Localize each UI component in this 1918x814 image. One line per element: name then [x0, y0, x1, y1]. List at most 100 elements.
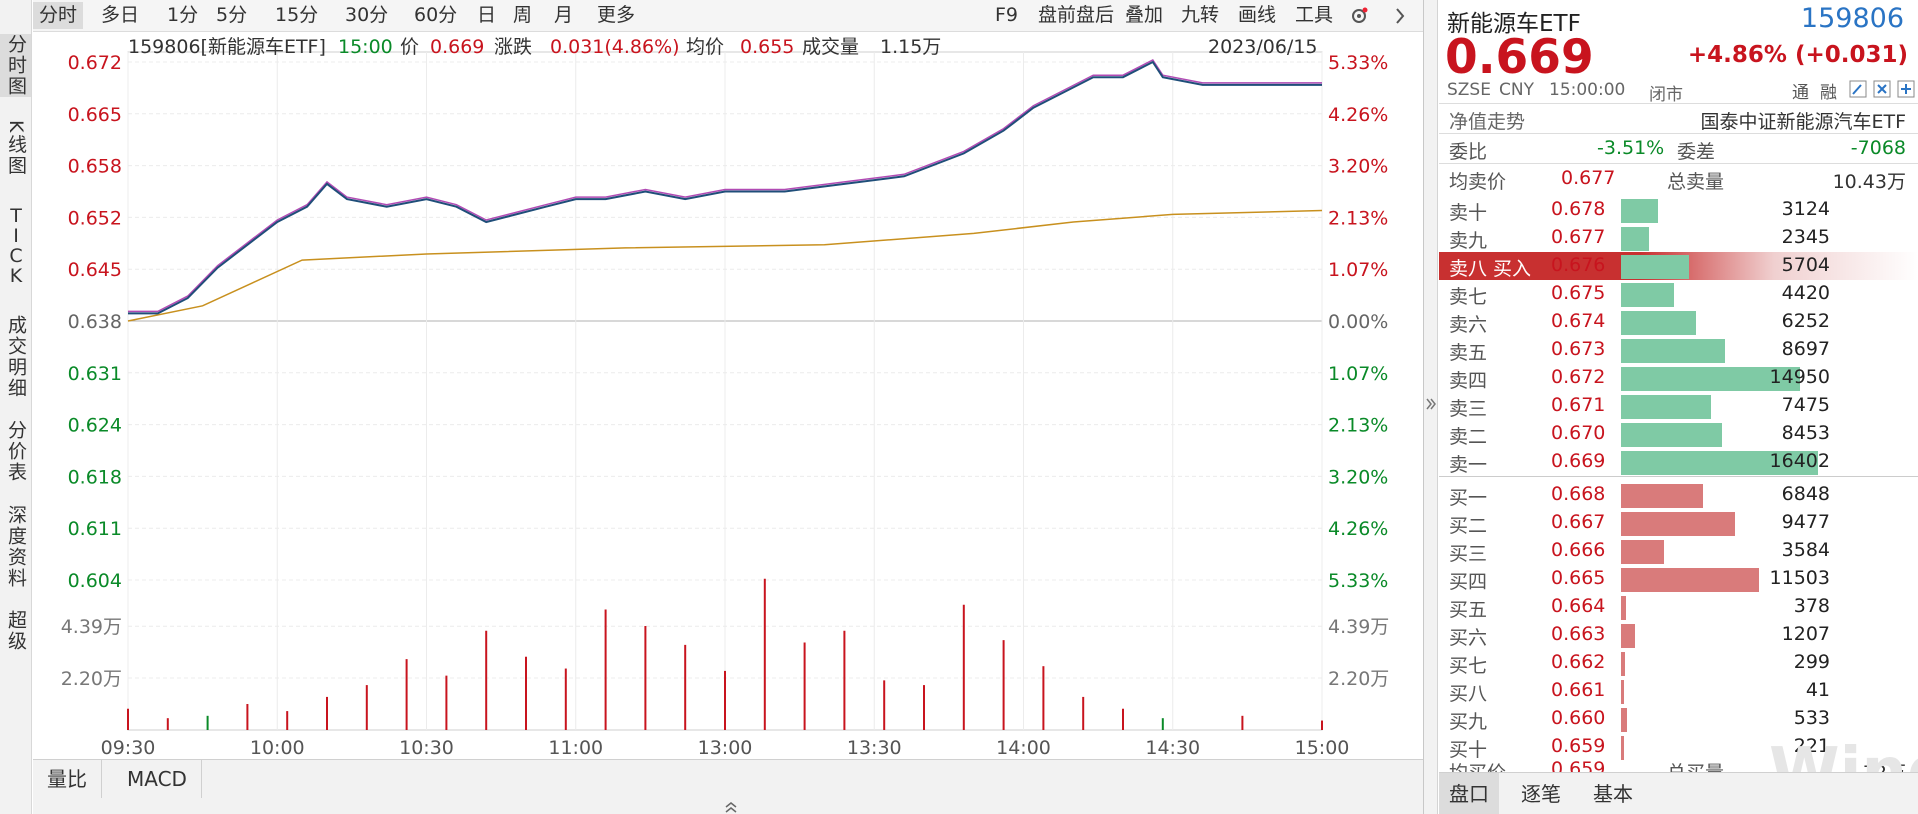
period-tab[interactable]: 15分: [275, 4, 319, 26]
period-tab[interactable]: 1分: [167, 4, 199, 26]
level-bar: [1621, 512, 1735, 536]
level-label: 卖四: [1449, 370, 1488, 392]
level-label: 买八: [1449, 683, 1488, 705]
bid-row[interactable]: 买八 0.661 41: [1439, 677, 1918, 705]
tab-basic[interactable]: 基本: [1593, 782, 1633, 806]
total-buy-label: 总买量: [1667, 762, 1725, 774]
level-volume: 3584: [1781, 539, 1830, 561]
market-status: 闭市: [1649, 85, 1683, 105]
level-price: 0.661: [1551, 679, 1606, 701]
ask-row[interactable]: 卖八 买入 0.676 5704: [1439, 252, 1918, 280]
bid-row[interactable]: 买五 0.664 378: [1439, 593, 1918, 621]
level-price: 0.675: [1551, 282, 1606, 304]
axis-labels: 0.672 5.33% 0.665 4.26% 0.658 3.20% 0.652 2.13%…: [61, 52, 1390, 759]
level-bar: [1621, 395, 1711, 419]
nav-trend-link[interactable]: 净值走势: [1449, 111, 1526, 133]
y-tick-label: 0.618: [68, 466, 122, 488]
ask-row[interactable]: 卖六 0.674 6252: [1439, 308, 1918, 336]
ask-row[interactable]: 卖七 0.675 4420: [1439, 280, 1918, 308]
tab-depth[interactable]: 深度资料: [0, 505, 31, 589]
level-volume: 7475: [1781, 394, 1830, 416]
tab-price-table[interactable]: 分价表: [0, 420, 31, 483]
chart-header-date: 2023/06/15: [1208, 36, 1318, 58]
pct-tick-label: 2.13%: [1328, 207, 1388, 229]
ask-row[interactable]: 卖三 0.671 7475: [1439, 392, 1918, 420]
panel-divider: [1423, 0, 1424, 814]
bid-row[interactable]: 买二 0.667 9477: [1439, 509, 1918, 537]
tab-order-book[interactable]: 盘口: [1439, 773, 1499, 814]
tracking-index[interactable]: 国泰中证新能源汽车ETF: [1700, 111, 1906, 133]
level-bar: [1621, 596, 1626, 620]
tab-macd[interactable]: MACD: [113, 760, 202, 798]
tab-tick[interactable]: TICK: [0, 205, 31, 285]
ask-row[interactable]: 卖一 0.669 16402: [1439, 448, 1918, 476]
tool-tools[interactable]: 工具: [1295, 4, 1334, 26]
level-volume: 11503: [1769, 567, 1830, 589]
period-tab[interactable]: 30分: [345, 4, 389, 26]
level-price: 0.670: [1551, 422, 1606, 444]
tool-premarket[interactable]: 盘前盘后: [1038, 4, 1115, 26]
separator: [1439, 133, 1918, 134]
tool-nine[interactable]: 九转: [1181, 4, 1220, 26]
double-chevron-right-icon[interactable]: [1425, 396, 1437, 412]
bid-row[interactable]: 买九 0.660 533: [1439, 705, 1918, 733]
period-tab[interactable]: 5分: [216, 4, 248, 26]
price-line: [128, 59, 1322, 315]
tab-kline[interactable]: K线图: [0, 120, 31, 176]
level-price: 0.676: [1551, 254, 1606, 276]
level-price: 0.671: [1551, 394, 1606, 416]
double-chevron-up-icon[interactable]: [723, 800, 739, 814]
ask-row[interactable]: 卖二 0.670 8453: [1439, 420, 1918, 448]
tool-draw[interactable]: 画线: [1238, 4, 1277, 26]
avg-sell-value: 0.677: [1561, 167, 1616, 189]
ask-row[interactable]: 卖四 0.672 14950: [1439, 364, 1918, 392]
ask-row[interactable]: 卖五 0.673 8697: [1439, 336, 1918, 364]
total-buy-value: 9.72万: [1844, 762, 1906, 774]
ask-row[interactable]: 卖九 0.677 2345: [1439, 224, 1918, 252]
tab-trades[interactable]: 成交明细: [0, 315, 31, 399]
series-line-purple: [128, 59, 1322, 313]
avg-buy-value: 0.659: [1551, 758, 1606, 774]
chevron-right-icon[interactable]: [1393, 7, 1407, 25]
plus-square-icon[interactable]: [1897, 80, 1915, 98]
tool-overlay[interactable]: 叠加: [1125, 4, 1164, 26]
tab-timeshare[interactable]: 分时图: [0, 34, 31, 97]
period-tab[interactable]: 周: [513, 4, 533, 26]
pct-tick-label: 2.13%: [1328, 415, 1388, 437]
period-tab-more[interactable]: 更多: [597, 4, 636, 26]
level-volume: 2345: [1781, 226, 1830, 248]
bid-row[interactable]: 买七 0.662 299: [1439, 649, 1918, 677]
level-volume: 6252: [1781, 310, 1830, 332]
x-tick-label: 13:00: [698, 737, 753, 759]
level-price: 0.663: [1551, 623, 1606, 645]
level-label: 买一: [1449, 487, 1488, 509]
tab-volume-ratio[interactable]: 量比: [33, 760, 102, 798]
bid-row[interactable]: 买一 0.668 6848: [1439, 481, 1918, 509]
ask-row[interactable]: 卖十 0.678 3124: [1439, 196, 1918, 224]
tool-f9[interactable]: F9: [995, 4, 1019, 26]
level-bar: [1621, 680, 1624, 704]
level-bar: [1621, 227, 1650, 251]
vol-tick-label-right: 2.20万: [1328, 668, 1389, 690]
collapse-handle[interactable]: [1424, 0, 1438, 814]
bid-row[interactable]: 买四 0.665 11503: [1439, 565, 1918, 593]
security-code: 159806: [1800, 3, 1904, 34]
bid-row[interactable]: 买六 0.663 1207: [1439, 621, 1918, 649]
timeshare-chart[interactable]: 0.672 5.33% 0.665 4.26% 0.658 3.20% 0.652 2.13%…: [0, 0, 1423, 760]
tab-super[interactable]: 超级: [0, 610, 31, 652]
period-tab[interactable]: 分时: [33, 2, 84, 29]
cancel-icon[interactable]: [1873, 80, 1891, 98]
period-tab[interactable]: 日: [477, 4, 497, 26]
bid-row[interactable]: 买三 0.666 3584: [1439, 537, 1918, 565]
gear-icon[interactable]: [1349, 6, 1369, 26]
bid-row[interactable]: 买十 0.659 221: [1439, 733, 1918, 761]
period-tab[interactable]: 60分: [414, 4, 458, 26]
tab-tick-by-tick[interactable]: 逐笔: [1521, 782, 1561, 806]
period-tab[interactable]: 多日: [101, 4, 140, 26]
level-volume: 41: [1805, 679, 1830, 701]
level-bar: [1621, 451, 1818, 475]
level-price: 0.672: [1551, 366, 1606, 388]
pencil-icon[interactable]: [1849, 80, 1867, 98]
x-tick-label: 10:30: [399, 737, 454, 759]
period-tab[interactable]: 月: [554, 4, 574, 26]
